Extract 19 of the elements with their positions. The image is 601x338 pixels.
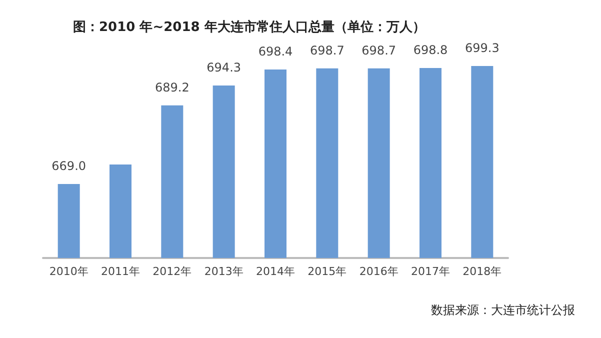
x-tick-label: 2017年: [411, 265, 450, 278]
x-tick-label: 2014年: [256, 265, 295, 278]
data-label: 689.2: [154, 80, 190, 94]
x-tick-label: 2011年: [101, 265, 140, 278]
data-label: 698.8: [413, 42, 448, 57]
data-label: 698.7: [362, 43, 396, 58]
data-label: 699.3: [464, 41, 500, 55]
data-label: 669.0: [52, 159, 86, 174]
data-label: 698.4: [258, 44, 293, 59]
x-tick-label: 2013年: [204, 265, 244, 278]
chart-title: 图：2010 年~2018 年大连市常住人口总量（单位：万人）: [73, 19, 426, 35]
x-tick-label: 2010年: [49, 265, 88, 278]
x-tick-label: 2016年: [359, 265, 398, 278]
data-label: 698.7: [310, 43, 344, 58]
x-tick-label: 2012年: [152, 265, 192, 278]
source-note: 数据来源：大连市统计公报: [431, 303, 575, 317]
x-tick-label: 2015年: [308, 265, 347, 278]
x-tick-label: 2018年: [462, 265, 502, 278]
data-label: 694.3: [206, 60, 242, 74]
